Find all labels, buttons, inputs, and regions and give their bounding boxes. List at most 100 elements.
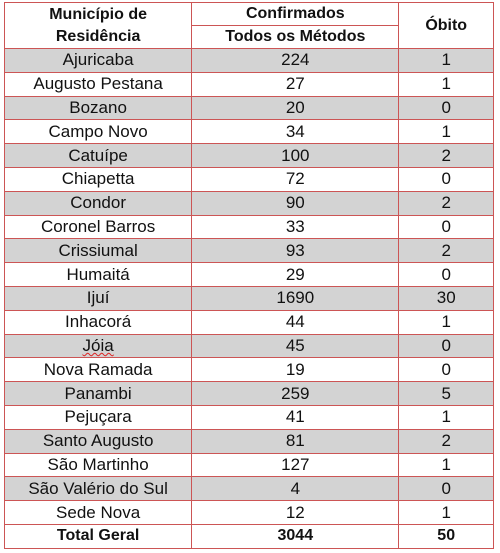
header-line: Município de [49, 5, 147, 23]
cell-text: Coronel Barros [40, 216, 156, 236]
cell-text: 30 [436, 288, 456, 308]
data-row: Pejuçara 41 1 [3, 404, 494, 430]
cell-text: 3044 [277, 527, 314, 545]
cell-text: 72 [285, 169, 305, 189]
obito-cell: 2 [398, 428, 494, 454]
obito-cell: 2 [398, 190, 494, 216]
confirmados-cell: 1690 [191, 285, 400, 311]
municipio-cell: São Martinho [3, 452, 193, 478]
data-row: Nova Ramada 19 0 [3, 357, 494, 383]
confirmados-cell: 127 [191, 452, 400, 478]
cell-text: 33 [285, 216, 305, 236]
confirmados-cell: 3044 [191, 523, 400, 549]
obito-cell: 50 [398, 523, 494, 549]
municipio-cell: Nova Ramada [3, 357, 193, 383]
header-line: Confirmados [192, 3, 399, 26]
municipio-cell: Pejuçara [3, 404, 193, 430]
municipio-cell: Coronel Barros [3, 214, 193, 240]
cell-text: Pejuçara [64, 407, 132, 427]
obito-cell: 1 [398, 48, 494, 73]
cell-text: Bozano [69, 97, 127, 117]
obito-cell: 1 [398, 500, 494, 525]
cell-text: 1 [441, 312, 451, 332]
cell-text: 29 [285, 264, 305, 284]
cell-text: 90 [285, 193, 305, 213]
data-row: São Martinho 127 1 [3, 452, 494, 478]
municipio-cell: Augusto Pestana [3, 71, 193, 97]
municipio-cell: Panambi [3, 381, 193, 406]
confirmados-cell: 41 [191, 404, 400, 430]
cell-text: 1 [441, 502, 451, 522]
cell-text: 0 [441, 359, 451, 379]
confirmados-cell: 4 [191, 476, 400, 502]
municipio-cell: Crissiumal [3, 238, 193, 264]
cell-text: 0 [441, 97, 451, 117]
cell-text: 12 [285, 502, 305, 522]
obito-cell: 5 [398, 381, 494, 406]
cell-text: 20 [285, 97, 305, 117]
cell-text: Sede Nova [56, 502, 141, 522]
data-row: Humaitá 29 0 [3, 262, 494, 287]
covid-table: Município de Residência Confirmados Todo… [3, 2, 494, 549]
data-row: Condor 90 2 [3, 190, 494, 216]
cell-text: 259 [281, 383, 310, 403]
data-row: Jóia 45 0 [3, 333, 494, 359]
obito-cell: 0 [398, 262, 494, 287]
confirmados-cell: 45 [191, 333, 400, 359]
cell-text: Catuípe [68, 145, 128, 165]
confirmados-cell: 27 [191, 71, 400, 97]
obito-cell: 0 [398, 214, 494, 240]
cell-text: 0 [441, 169, 451, 189]
cell-text: 1 [441, 121, 451, 141]
cell-text: 1 [441, 50, 451, 70]
cell-text: 2 [441, 431, 451, 451]
confirmados-cell: 29 [191, 262, 400, 287]
municipio-cell: Jóia [3, 333, 193, 359]
data-row: Ijuí 1690 30 [3, 285, 494, 311]
cell-text: 1 [441, 407, 451, 427]
data-row: Bozano 20 0 [3, 95, 494, 121]
cell-text: Jóia [82, 335, 114, 355]
municipio-cell: Sede Nova [3, 500, 193, 525]
data-row: Ajuricaba 224 1 [3, 48, 494, 73]
confirmados-cell: 44 [191, 309, 400, 335]
cell-text: 0 [441, 335, 451, 355]
obito-cell: 2 [398, 238, 494, 264]
obito-cell: 2 [398, 143, 494, 168]
header-row: Município de Residência Confirmados Todo… [3, 2, 494, 49]
cell-text: Crissiumal [58, 240, 138, 260]
obito-cell: 1 [398, 404, 494, 430]
cell-text: 81 [285, 431, 305, 451]
cell-text: 0 [441, 264, 451, 284]
header-obito: Óbito [398, 2, 494, 49]
obito-cell: 0 [398, 333, 494, 359]
municipio-cell: Campo Novo [3, 119, 193, 145]
cell-text: 224 [281, 50, 310, 70]
cell-text: Nova Ramada [43, 359, 153, 379]
cell-text: 93 [285, 240, 305, 260]
obito-cell: 30 [398, 285, 494, 311]
cell-text: 2 [441, 193, 451, 213]
data-row: Santo Augusto 81 2 [3, 428, 494, 454]
data-row: São Valério do Sul 4 0 [3, 476, 494, 502]
obito-cell: 0 [398, 95, 494, 121]
header-line: Residência [55, 27, 141, 45]
confirmados-cell: 90 [191, 190, 400, 216]
cell-text: 1 [441, 74, 451, 94]
header-confirmados: Confirmados Todos os Métodos [191, 2, 400, 49]
cell-text: 41 [285, 407, 305, 427]
cell-text: 44 [285, 312, 305, 332]
municipio-cell: Catuípe [3, 143, 193, 168]
cell-text: 127 [281, 454, 310, 474]
obito-cell: 1 [398, 309, 494, 335]
obito-cell: 0 [398, 476, 494, 502]
municipio-cell: Inhacorá [3, 309, 193, 335]
confirmados-cell: 224 [191, 48, 400, 73]
confirmados-cell: 34 [191, 119, 400, 145]
confirmados-cell: 100 [191, 143, 400, 168]
total-row: Total Geral 3044 50 [3, 523, 494, 549]
confirmados-cell: 81 [191, 428, 400, 454]
cell-text: Santo Augusto [42, 431, 154, 451]
cell-text: Total Geral [56, 527, 140, 545]
cell-text: 27 [285, 74, 305, 94]
